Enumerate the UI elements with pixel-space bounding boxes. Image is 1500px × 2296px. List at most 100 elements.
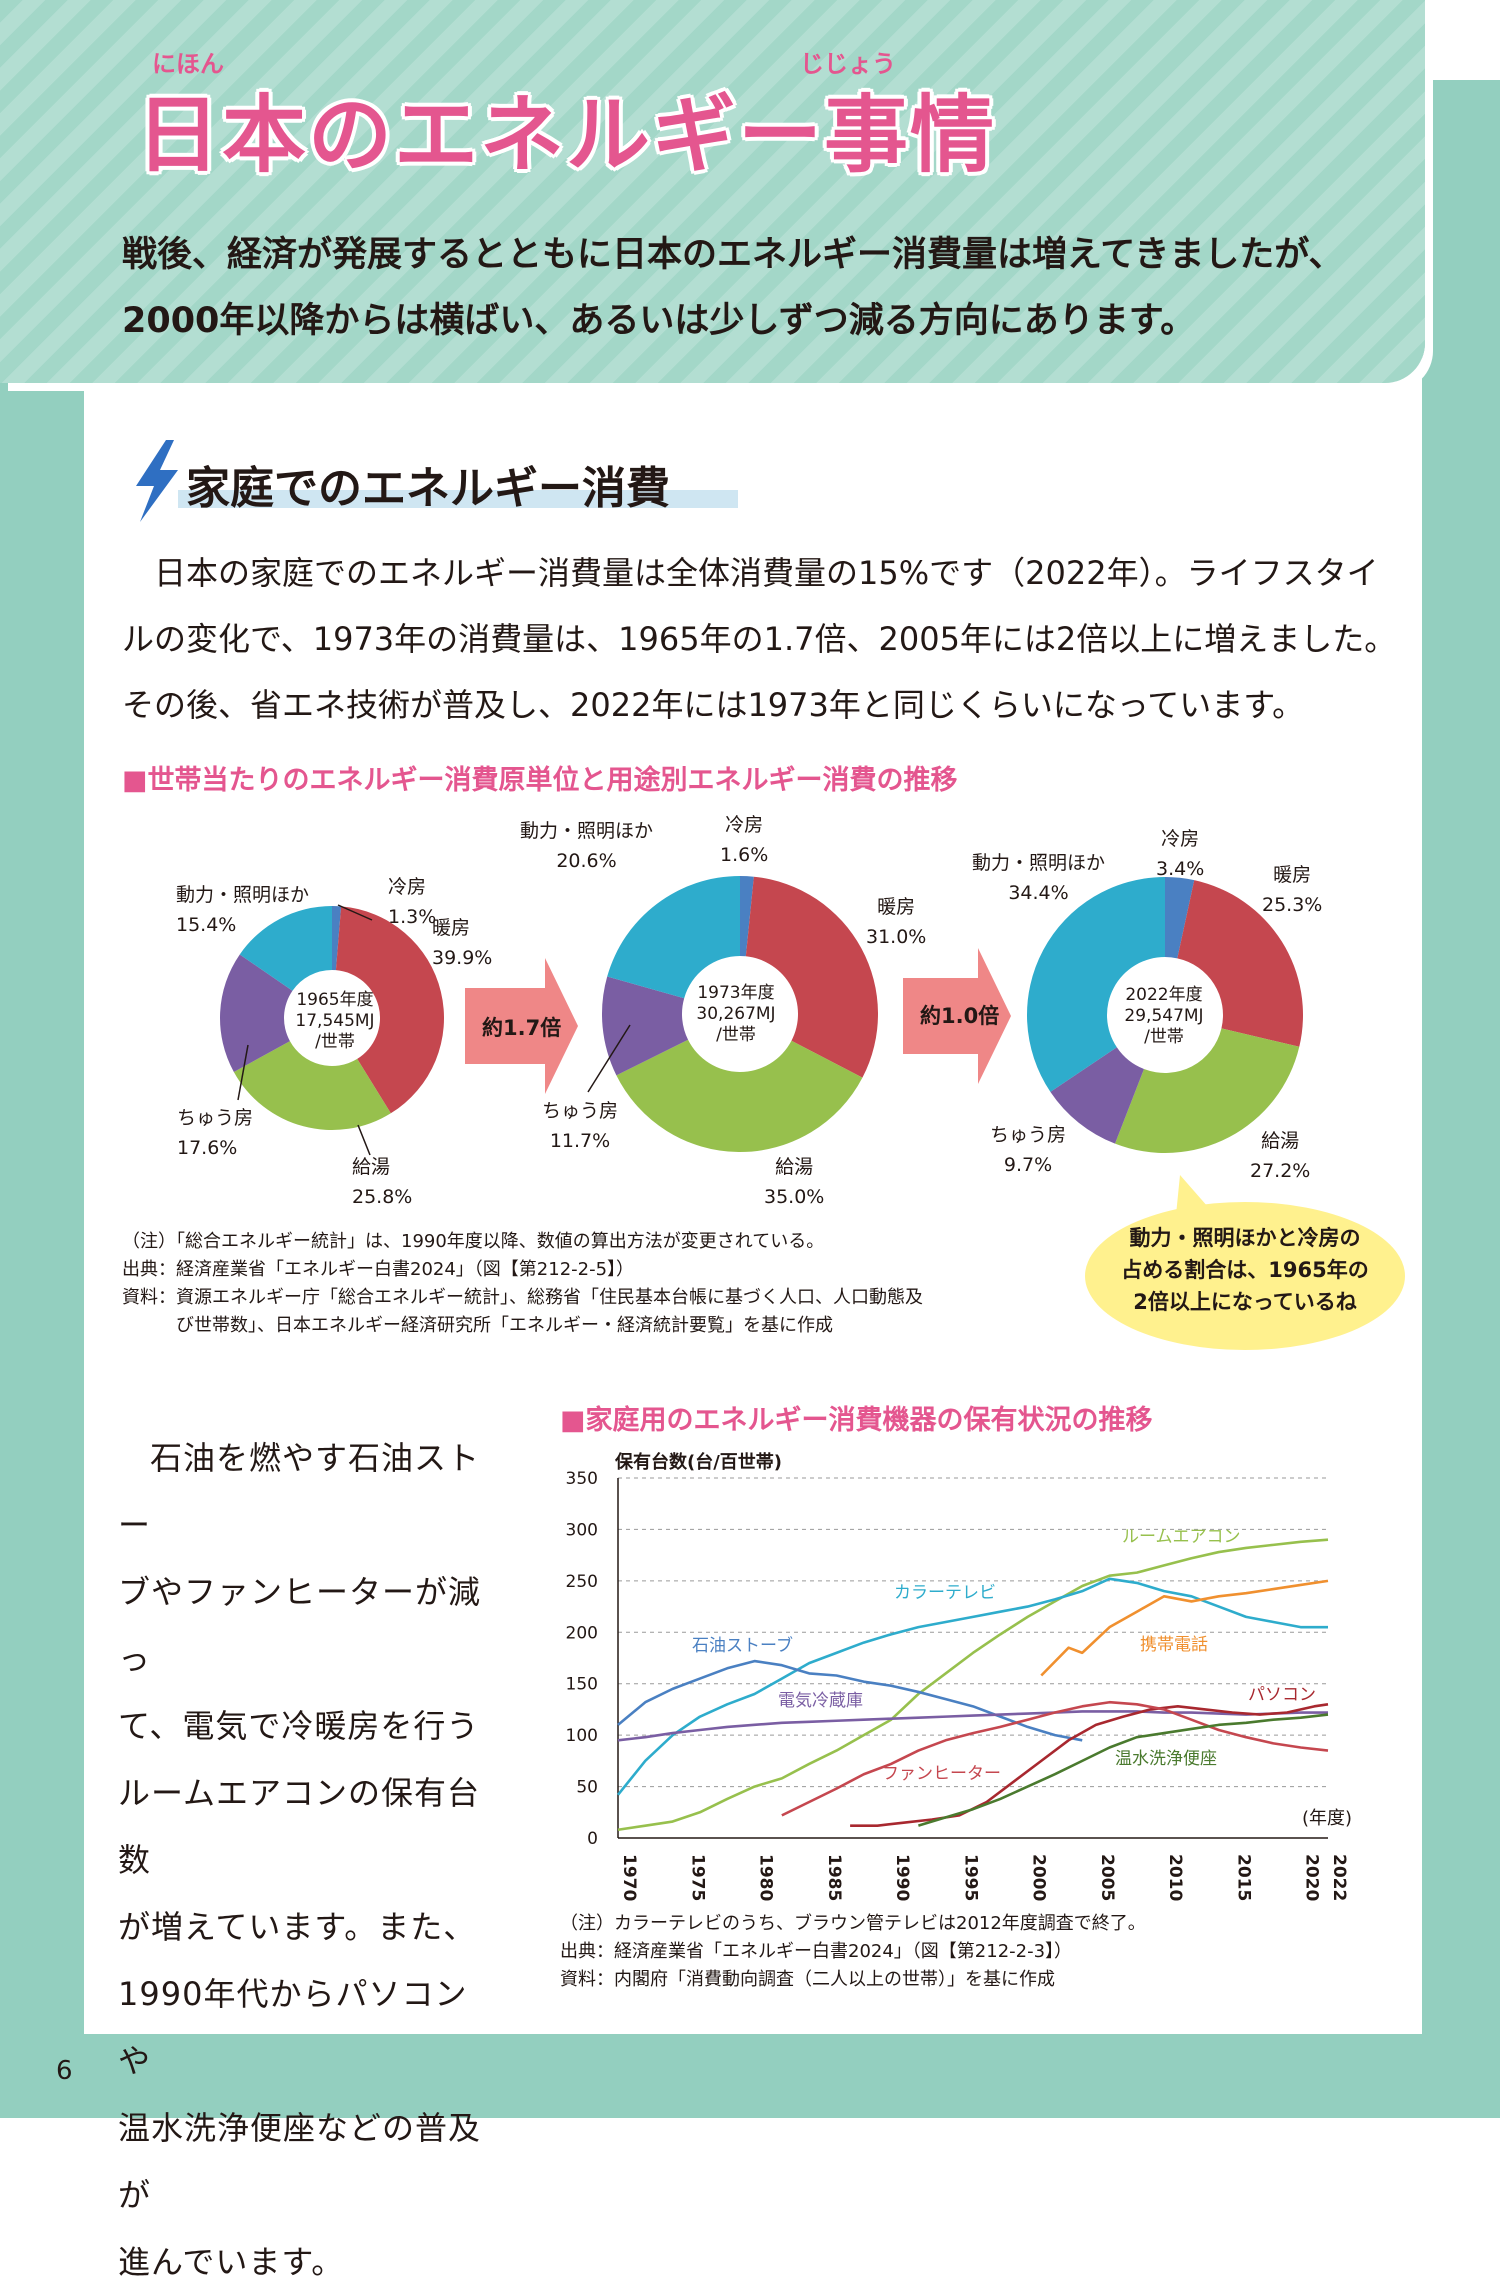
series-line bbox=[1040, 1579, 1329, 1677]
center-energy: 30,267MJ bbox=[696, 1004, 776, 1024]
section-title-underline bbox=[178, 490, 738, 508]
donut-3-label-power: 動力・照明ほか 34.4% bbox=[972, 848, 1105, 908]
note-line: （注）カラーテレビのうち、ブラウン管テレビは2012年度調査で終了。 bbox=[560, 1913, 1146, 1934]
donut-slice bbox=[607, 876, 740, 999]
label-value: 1.3% bbox=[388, 906, 437, 928]
label-value: 15.4% bbox=[176, 914, 237, 936]
x-tick-label: 2010 bbox=[1165, 1854, 1185, 1901]
label-name: 暖房 bbox=[1273, 864, 1312, 886]
side-paragraph: 石油を燃やす石油ストー ブやファンヒーターが減っ て、電気で冷暖房を行う ルーム… bbox=[118, 1425, 498, 2296]
x-tick-label: 2005 bbox=[1097, 1854, 1117, 1901]
side-line: が増えています。また、 bbox=[118, 1908, 477, 1946]
x-tick-label: 2020 bbox=[1302, 1854, 1322, 1901]
lead-text: 戦後、経済が発展するとともに日本のエネルギー消費量は増えてきましたが、 2000… bbox=[122, 222, 1412, 354]
note-line: 出典：経済産業省「エネルギー白書2024」（図【第212-2-3】） bbox=[560, 1941, 1073, 1962]
x-tick-label: 2022 bbox=[1329, 1854, 1349, 1901]
y-tick-label: 300 bbox=[566, 1520, 598, 1540]
y-tick-label: 100 bbox=[566, 1726, 598, 1746]
series-label: カラーテレビ bbox=[894, 1583, 996, 1603]
donut-2-label-cooling: 冷房 1.6% bbox=[720, 810, 768, 870]
donut-1-label-cooling: 冷房 1.3% bbox=[388, 872, 436, 932]
donut-slice bbox=[745, 876, 878, 1078]
donut-slice bbox=[332, 906, 342, 971]
label-name: ちゅう房 bbox=[990, 1124, 1067, 1146]
y-axis-label: 保有台数(台/百世帯) bbox=[614, 1451, 782, 1473]
label-name: 給湯 bbox=[1261, 1130, 1300, 1152]
side-line: 1990年代からパソコンや bbox=[118, 1975, 468, 2080]
title-ruby-jijou: じじょう bbox=[800, 50, 896, 78]
x-tick-label: 1990 bbox=[892, 1854, 912, 1901]
x-axis-unit: (年度) bbox=[1302, 1808, 1352, 1829]
center-year: 2022年度 bbox=[1125, 985, 1203, 1005]
label-value: 17.6% bbox=[177, 1137, 238, 1159]
side-line: て、電気で冷暖房を行う bbox=[118, 1707, 480, 1745]
note-line: 出典：経済産業省「エネルギー白書2024」（図【第212-2-5】） bbox=[122, 1259, 635, 1280]
donut-1-label-power: 動力・照明ほか 15.4% bbox=[176, 880, 309, 940]
series-label: ファンヒーター bbox=[882, 1764, 1001, 1784]
donut-2-label-kitchen: ちゅう房 11.7% bbox=[542, 1096, 618, 1156]
frame-right bbox=[1422, 0, 1500, 2118]
label-value: 20.6% bbox=[556, 850, 617, 872]
label-name: 動力・照明ほか bbox=[176, 884, 310, 906]
body-line: その後、省エネ技術が普及し、2022年には1973年と同じくらいになっています。 bbox=[122, 686, 1305, 724]
lead-line: 2000年以降からは横ばい、あるいは少しずつ減る方向にあります。 bbox=[122, 301, 1196, 341]
note-line: 資料：内閣府「消費動向調査（二人以上の世帯）」を基に作成 bbox=[560, 1969, 1055, 1990]
donut-slice bbox=[740, 876, 754, 957]
center-year: 1965年度 bbox=[296, 990, 374, 1010]
donut-chart-notes: （注）「総合エネルギー統計」は、1990年度以降、数値の算出方法が変更されている… bbox=[122, 1228, 1092, 1340]
label-name: 冷房 bbox=[725, 814, 764, 836]
label-name: ちゅう房 bbox=[542, 1100, 619, 1122]
x-tick-label: 1970 bbox=[619, 1854, 639, 1901]
center-energy: 29,547MJ bbox=[1124, 1006, 1204, 1026]
label-value: 35.0% bbox=[764, 1186, 825, 1208]
line-chart-series bbox=[616, 1538, 1329, 1832]
donut-3-label-cooling: 冷房 3.4% bbox=[1156, 824, 1204, 884]
speech-bubble-text: 動力・照明ほかと冷房の 占める割合は、1965年の 2倍以上になっているね bbox=[1095, 1222, 1395, 1318]
label-value: 25.8% bbox=[352, 1186, 413, 1208]
arrow-1-label: 約1.7倍 bbox=[482, 1016, 562, 1040]
label-name: 冷房 bbox=[1161, 828, 1200, 850]
series-label: パソコン bbox=[1248, 1685, 1316, 1705]
x-tick-label: 1975 bbox=[687, 1854, 707, 1901]
side-line: 進んでいます。 bbox=[118, 2243, 345, 2281]
body-line: 日本の家庭でのエネルギー消費量は全体消費量の15%です（2022年）。ライフスタ… bbox=[154, 554, 1379, 592]
line-chart-grid: 0 50 100 150 200 250 300 350 1970 1975 1980 1985 199… bbox=[566, 1469, 1349, 1901]
note-line: 資料：資源エネルギー庁「総合エネルギー統計」、総務省「住民基本台帳に基づく人口、… bbox=[122, 1287, 923, 1308]
series-line bbox=[781, 1700, 1329, 1817]
label-name: ちゅう房 bbox=[177, 1107, 254, 1129]
label-name: 暖房 bbox=[432, 917, 471, 939]
series-line bbox=[850, 1703, 1329, 1827]
label-name: 暖房 bbox=[877, 896, 916, 918]
center-energy: 17,545MJ bbox=[295, 1011, 375, 1031]
donut-slice bbox=[616, 1039, 863, 1152]
lightning-bolt-icon bbox=[136, 440, 178, 522]
x-tick-label: 1985 bbox=[824, 1854, 844, 1901]
bubble-line: 占める割合は、1965年の bbox=[1121, 1258, 1369, 1282]
series-label: 携帯電話 bbox=[1140, 1635, 1208, 1655]
x-tick-label: 2015 bbox=[1233, 1854, 1253, 1901]
label-value: 31.0% bbox=[866, 926, 927, 948]
side-line: 温水洗浄便座などの普及が bbox=[118, 2109, 482, 2214]
section-body: 日本の家庭でのエネルギー消費量は全体消費量の15%です（2022年）。ライフスタ… bbox=[122, 540, 1412, 738]
label-value: 39.9% bbox=[432, 947, 493, 969]
side-line: 石油を燃やす石油ストー bbox=[118, 1439, 481, 1544]
arrow-2-label: 約1.0倍 bbox=[920, 1004, 1000, 1028]
label-value: 34.4% bbox=[1008, 882, 1069, 904]
y-tick-label: 0 bbox=[587, 1829, 598, 1849]
label-name: 給湯 bbox=[775, 1156, 814, 1178]
donut-3-label-kitchen: ちゅう房 9.7% bbox=[990, 1120, 1066, 1180]
series-label: ルームエアコン bbox=[1122, 1527, 1241, 1547]
lead-line: 戦後、経済が発展するとともに日本のエネルギー消費量は増えてきましたが、 bbox=[122, 235, 1344, 275]
series-label: 温水洗浄便座 bbox=[1115, 1749, 1217, 1769]
series-label: 電気冷蔵庫 bbox=[778, 1691, 863, 1711]
x-tick-label: 1995 bbox=[960, 1854, 980, 1901]
donut-1-label-heating: 暖房 39.9% bbox=[432, 913, 492, 973]
section-title: 家庭でのエネルギー消費 bbox=[186, 463, 670, 514]
series-line bbox=[617, 1659, 1083, 1742]
donut-3-label-hotwater: 給湯 27.2% bbox=[1250, 1126, 1310, 1186]
label-value: 3.4% bbox=[1156, 858, 1205, 880]
center-unit: /世帯 bbox=[1144, 1027, 1184, 1047]
series-line bbox=[616, 1577, 1328, 1796]
y-tick-label: 150 bbox=[566, 1675, 598, 1695]
